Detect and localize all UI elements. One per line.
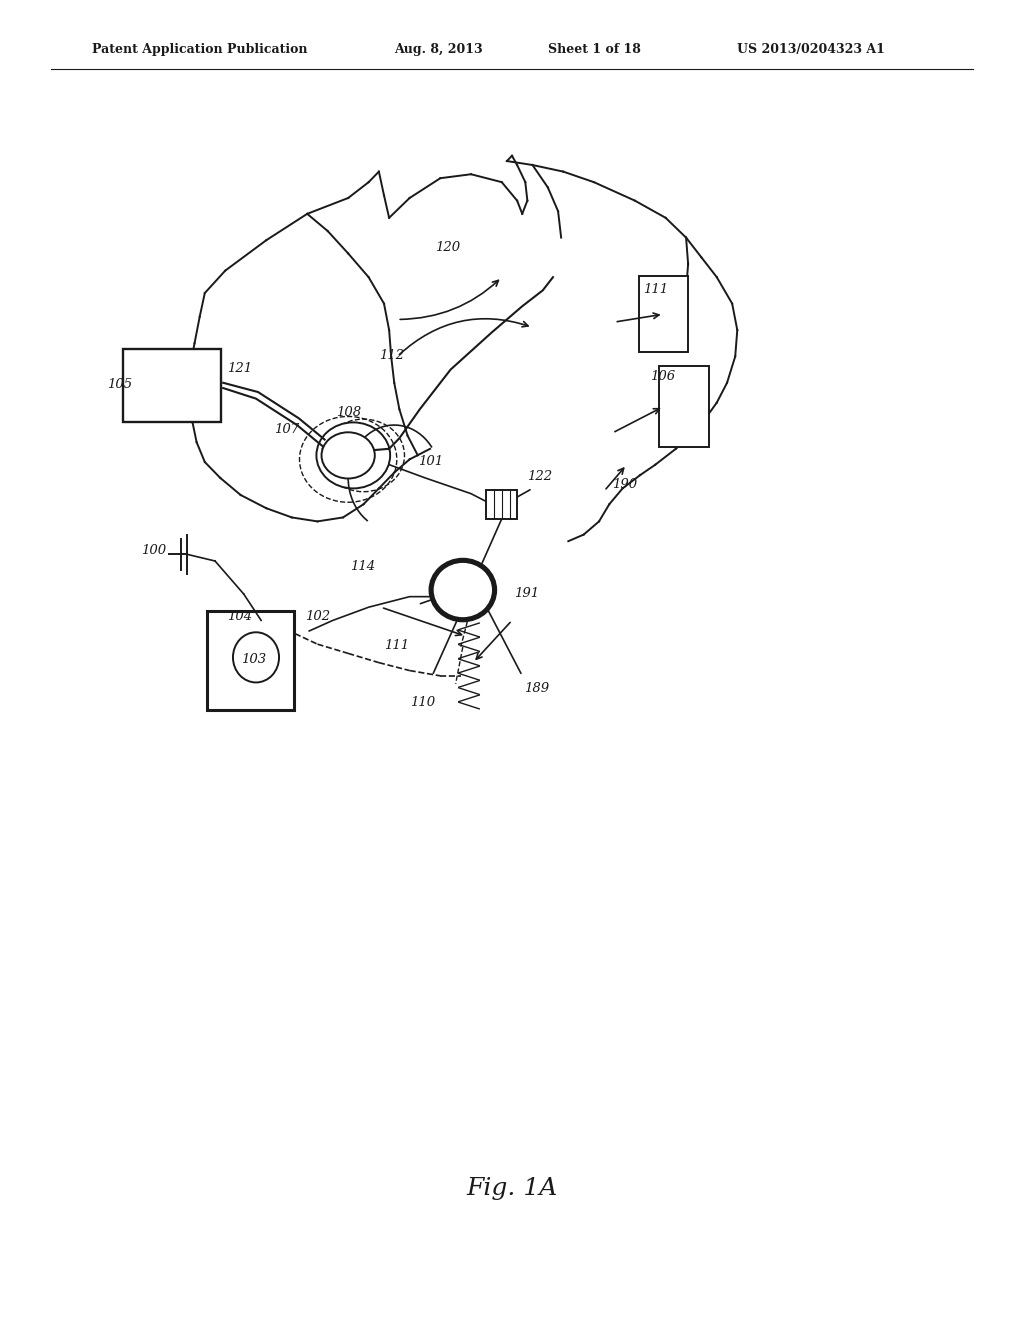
Text: 110: 110	[410, 696, 435, 709]
Bar	[639, 276, 688, 352]
Text: Patent Application Publication: Patent Application Publication	[92, 42, 307, 55]
Text: 112: 112	[379, 348, 404, 362]
Ellipse shape	[316, 422, 390, 488]
Text: Aug. 8, 2013: Aug. 8, 2013	[394, 42, 483, 55]
Bar	[207, 610, 295, 710]
Text: 120: 120	[435, 240, 461, 253]
Ellipse shape	[322, 433, 375, 479]
Text: 191: 191	[514, 586, 540, 599]
Bar	[659, 366, 709, 447]
Text: 189: 189	[524, 681, 550, 694]
Text: 103: 103	[241, 652, 266, 665]
Text: 105: 105	[108, 378, 133, 391]
Text: 111: 111	[643, 282, 669, 296]
Text: 111: 111	[384, 639, 410, 652]
Text: Sheet 1 of 18: Sheet 1 of 18	[548, 42, 641, 55]
Text: 122: 122	[527, 470, 553, 483]
Text: 114: 114	[350, 560, 376, 573]
Text: 100: 100	[141, 544, 167, 557]
Text: US 2013/0204323 A1: US 2013/0204323 A1	[737, 42, 885, 55]
Text: 107: 107	[274, 422, 300, 436]
Text: 104: 104	[227, 610, 253, 623]
Text: 101: 101	[418, 454, 443, 467]
Text: 121: 121	[227, 362, 253, 375]
Bar	[124, 348, 221, 422]
Text: 108: 108	[336, 405, 361, 418]
Ellipse shape	[431, 560, 495, 620]
Text: Fig. 1A: Fig. 1A	[466, 1176, 558, 1200]
Text: 190: 190	[612, 478, 638, 491]
Ellipse shape	[233, 632, 279, 682]
Text: 102: 102	[305, 610, 331, 623]
Text: 106: 106	[650, 370, 676, 383]
Bar	[486, 490, 517, 519]
